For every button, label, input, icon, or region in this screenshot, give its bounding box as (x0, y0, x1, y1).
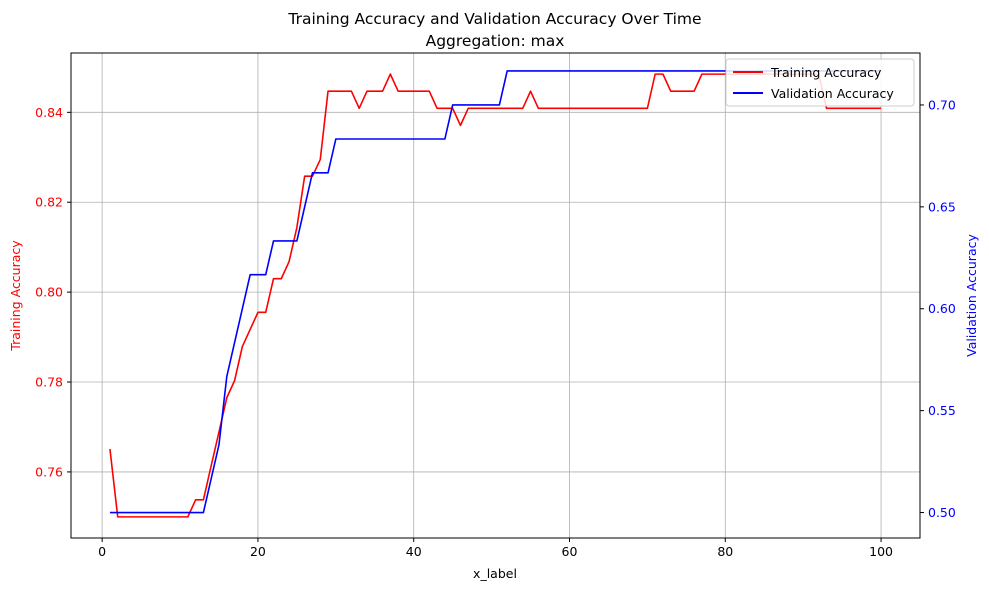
legend-box (725, 58, 915, 107)
y-right-tick-label: 0.50 (928, 505, 956, 520)
series-layer (109, 70, 882, 518)
x-axis-label: x_label (473, 566, 517, 581)
y-left-tick-label: 0.78 (35, 375, 63, 390)
y-left-tick-label: 0.84 (35, 105, 63, 120)
legend: Training Accuracy Validation Accuracy (725, 58, 915, 107)
y-left-tick-label: 0.76 (35, 464, 63, 479)
chart-title: Training Accuracy and Validation Accurac… (287, 10, 701, 28)
y-right-tick-label: 0.65 (928, 199, 956, 214)
y-right-tick-label: 0.70 (928, 97, 956, 112)
x-tick-label: 60 (562, 544, 578, 559)
validation-accuracy-line (109, 70, 882, 514)
y-right-tick-label: 0.55 (928, 403, 956, 418)
training-accuracy-line (109, 73, 882, 518)
x-tick-label: 0 (98, 544, 106, 559)
x-axis: 0 20 40 60 80 100 (98, 538, 893, 559)
y-axis-left: 0.76 0.78 0.80 0.82 0.84 (35, 105, 71, 479)
legend-label-training: Training Accuracy (770, 65, 882, 80)
x-tick-label: 40 (406, 544, 422, 559)
y-left-tick-label: 0.82 (35, 195, 63, 210)
grid (71, 53, 920, 538)
x-tick-label: 100 (869, 544, 893, 559)
legend-label-validation: Validation Accuracy (771, 86, 894, 101)
y-left-tick-label: 0.80 (35, 285, 63, 300)
y-axis-left-label: Training Accuracy (8, 240, 23, 352)
chart-subtitle: Aggregation: max (426, 32, 565, 50)
y-axis-right-label: Validation Accuracy (964, 234, 979, 357)
x-tick-label: 80 (717, 544, 733, 559)
x-tick-label: 20 (250, 544, 266, 559)
y-right-tick-label: 0.60 (928, 301, 956, 316)
y-axis-right: 0.50 0.55 0.60 0.65 0.70 (920, 97, 956, 520)
plot-frame (70, 52, 921, 539)
